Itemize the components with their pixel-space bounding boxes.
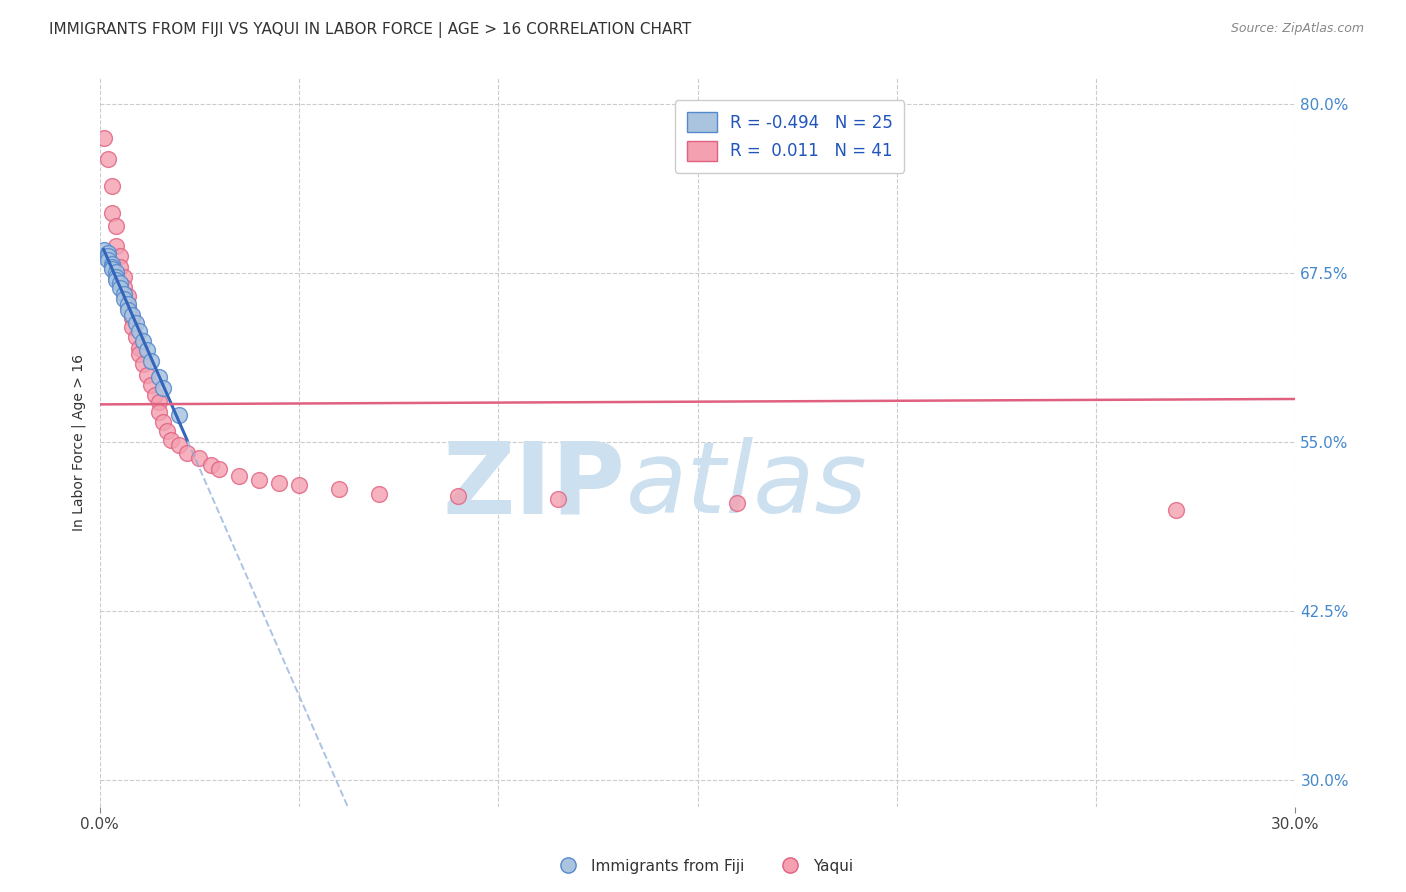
Point xyxy=(93,244,115,258)
Point xyxy=(128,347,150,361)
Point xyxy=(288,478,311,492)
Y-axis label: In Labor Force | Age > 16: In Labor Force | Age > 16 xyxy=(72,354,86,531)
Point xyxy=(152,415,174,429)
Point xyxy=(128,341,150,355)
Point xyxy=(136,368,159,382)
Point xyxy=(148,394,170,409)
Point xyxy=(100,260,122,274)
Point xyxy=(148,405,170,419)
Point xyxy=(93,131,115,145)
Point xyxy=(112,292,135,306)
Point xyxy=(121,310,143,325)
Point xyxy=(160,433,183,447)
Point xyxy=(97,152,120,166)
Legend: Immigrants from Fiji, Yaqui: Immigrants from Fiji, Yaqui xyxy=(547,853,859,880)
Point xyxy=(725,496,748,510)
Point xyxy=(1164,502,1187,516)
Point xyxy=(267,475,290,490)
Point xyxy=(141,354,163,368)
Point xyxy=(169,438,191,452)
Point xyxy=(169,408,191,422)
Point xyxy=(117,297,139,311)
Point xyxy=(104,265,127,279)
Point xyxy=(104,219,127,233)
Point xyxy=(136,343,159,358)
Point xyxy=(112,286,135,301)
Point xyxy=(124,330,146,344)
Point xyxy=(328,483,350,497)
Point xyxy=(547,491,569,506)
Point xyxy=(141,378,163,392)
Text: ZIP: ZIP xyxy=(443,437,626,534)
Point xyxy=(156,425,179,439)
Point xyxy=(124,316,146,330)
Point xyxy=(100,178,122,193)
Point xyxy=(97,252,120,267)
Point xyxy=(176,446,198,460)
Text: atlas: atlas xyxy=(626,437,868,534)
Point xyxy=(447,489,470,503)
Point xyxy=(148,370,170,384)
Point xyxy=(108,276,131,290)
Point xyxy=(152,381,174,395)
Point xyxy=(117,289,139,303)
Point xyxy=(367,486,389,500)
Point xyxy=(200,458,222,473)
Point xyxy=(128,325,150,339)
Point xyxy=(108,249,131,263)
Point xyxy=(132,334,155,348)
Point xyxy=(104,239,127,253)
Text: Source: ZipAtlas.com: Source: ZipAtlas.com xyxy=(1230,22,1364,36)
Point xyxy=(228,469,250,483)
Point xyxy=(121,308,143,322)
Point xyxy=(104,273,127,287)
Point xyxy=(121,320,143,334)
Point xyxy=(188,451,211,466)
Point xyxy=(100,257,122,271)
Point xyxy=(97,246,120,260)
Point xyxy=(247,473,270,487)
Point xyxy=(100,262,122,277)
Point xyxy=(117,300,139,314)
Point xyxy=(132,357,155,371)
Point xyxy=(208,462,231,476)
Point xyxy=(100,205,122,219)
Text: IMMIGRANTS FROM FIJI VS YAQUI IN LABOR FORCE | AGE > 16 CORRELATION CHART: IMMIGRANTS FROM FIJI VS YAQUI IN LABOR F… xyxy=(49,22,692,38)
Point xyxy=(117,302,139,317)
Point xyxy=(112,270,135,285)
Point xyxy=(108,281,131,295)
Legend: R = -0.494   N = 25, R =  0.011   N = 41: R = -0.494 N = 25, R = 0.011 N = 41 xyxy=(675,101,904,173)
Point xyxy=(145,388,167,402)
Point xyxy=(112,280,135,294)
Point xyxy=(108,260,131,274)
Point xyxy=(104,270,127,285)
Point xyxy=(97,249,120,263)
